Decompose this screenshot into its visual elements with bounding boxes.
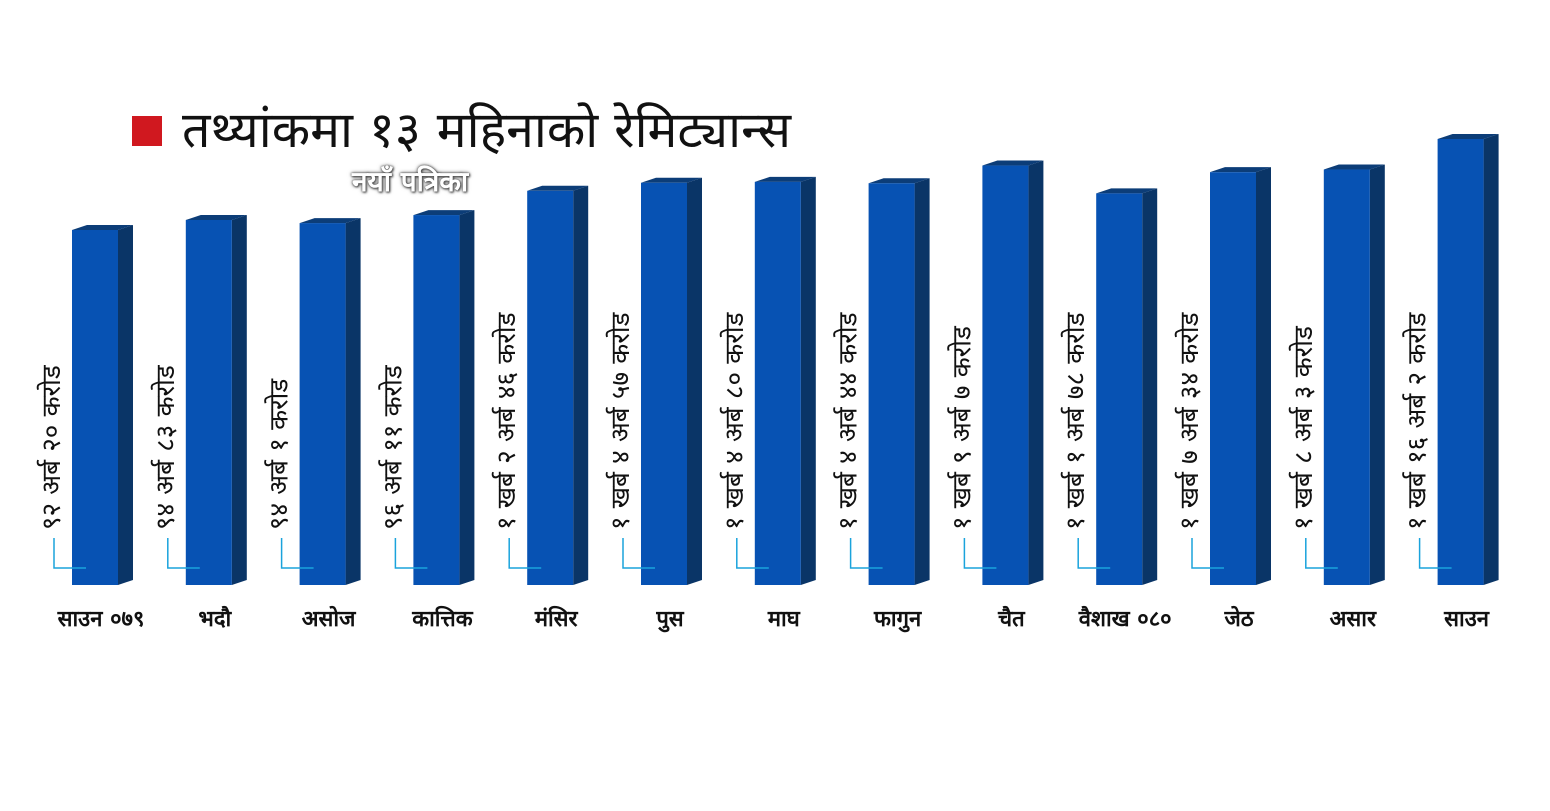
data-label: १ खर्ब ९ अर्ब ७ करोड (946, 325, 977, 530)
bar (1437, 139, 1484, 585)
data-label-leader (1418, 538, 1452, 569)
category-label: कात्तिक (411, 605, 473, 632)
data-label: ९४ अर्ब ८३ करोड (150, 364, 181, 530)
data-label: १ खर्ब १ अर्ब ७८ करोड (1060, 311, 1091, 530)
bar-side (345, 218, 361, 586)
bars-layer: ९२ अर्ब २० करोड साउन ०७९ ९४ अर्ब ८३ करोड भद… (36, 134, 1499, 633)
data-label: १ खर्ब ८ अर्ब ३ करोड (1288, 325, 1319, 530)
bar-side (459, 210, 475, 585)
bar-top (754, 176, 816, 182)
bar (299, 223, 346, 586)
data-label-leader (1077, 538, 1111, 569)
category-label: जेठ (1223, 605, 1254, 632)
bar-top (1096, 188, 1158, 194)
data-label: ९२ अर्ब २० करोड (36, 364, 67, 530)
bar (982, 165, 1029, 586)
bar-side (1142, 188, 1158, 585)
category-label: असोज (302, 605, 357, 632)
bar-top (1210, 167, 1271, 173)
bar-top (299, 218, 361, 224)
bar (527, 190, 574, 585)
bar (868, 183, 915, 585)
chart-title: तथ्यांकमा १३ महिनाको रेमिट्यान्स (182, 101, 792, 159)
category-label: असार (1330, 607, 1377, 632)
bar-side (1369, 164, 1385, 585)
bar (1096, 193, 1143, 585)
data-label-leader (849, 538, 883, 569)
bar (754, 181, 801, 585)
data-label: ९४ अर्ब १ करोड (264, 378, 295, 530)
category-label: वैशाख ०८० (1078, 605, 1172, 632)
data-label: १ खर्ब १६ अर्ब २ करोड (1402, 311, 1433, 530)
data-label-leader (963, 538, 997, 569)
bar (641, 182, 687, 585)
bar-side (914, 178, 930, 585)
bar-side (1256, 167, 1271, 585)
bar-top (982, 160, 1044, 166)
data-label-leader (736, 538, 769, 569)
watermark: नयाँ पत्रिका (352, 165, 469, 198)
category-label: फागुन (873, 607, 922, 633)
bar-top (527, 185, 589, 191)
bar-top (1323, 164, 1385, 170)
bar (72, 230, 118, 585)
category-label: भदौ (198, 605, 232, 632)
bar-top (868, 178, 930, 184)
bar-top (72, 225, 133, 230)
category-label: चैत (997, 605, 1026, 632)
bar-side (573, 185, 589, 585)
data-label-leader (280, 538, 314, 569)
bar-top (1437, 134, 1499, 139)
category-label: साउन ०७९ (57, 607, 145, 632)
data-label-leader (1191, 538, 1224, 569)
bar-side (800, 176, 816, 585)
bar-top (185, 214, 247, 220)
bar-side (1028, 160, 1044, 586)
bar-top (413, 210, 475, 216)
bar-side (687, 177, 702, 585)
category-label: मंसिर (534, 605, 579, 632)
data-label-leader (394, 538, 428, 569)
data-label-leader (622, 538, 655, 569)
bar-side (118, 225, 133, 585)
bar-top (641, 177, 702, 183)
data-label: १ खर्ब २ अर्ब ४६ करोड (491, 311, 522, 530)
legend-swatch (132, 116, 162, 146)
data-label: १ खर्ब ४ अर्ब ८० करोड (719, 311, 750, 530)
data-label-leader (508, 538, 542, 569)
data-label: १ खर्ब ४ अर्ब ४४ करोड (833, 311, 864, 530)
data-label: १ खर्ब ७ अर्ब ३४ करोड (1174, 311, 1205, 530)
data-label-leader (53, 538, 86, 569)
category-label: साउन (1443, 607, 1490, 632)
data-label: ९६ अर्ब ११ करोड (377, 364, 408, 530)
data-label-leader (1305, 538, 1338, 569)
bar (1323, 169, 1370, 585)
data-label: १ खर्ब ४ अर्ब ५७ करोड (605, 311, 636, 530)
bar (185, 219, 232, 585)
bar-side (1483, 134, 1499, 585)
bar-side (231, 214, 247, 585)
category-label: पुस (655, 607, 684, 633)
bar (413, 215, 460, 585)
category-label: माघ (767, 607, 801, 632)
data-label-leader (167, 538, 200, 569)
bar (1210, 172, 1256, 585)
